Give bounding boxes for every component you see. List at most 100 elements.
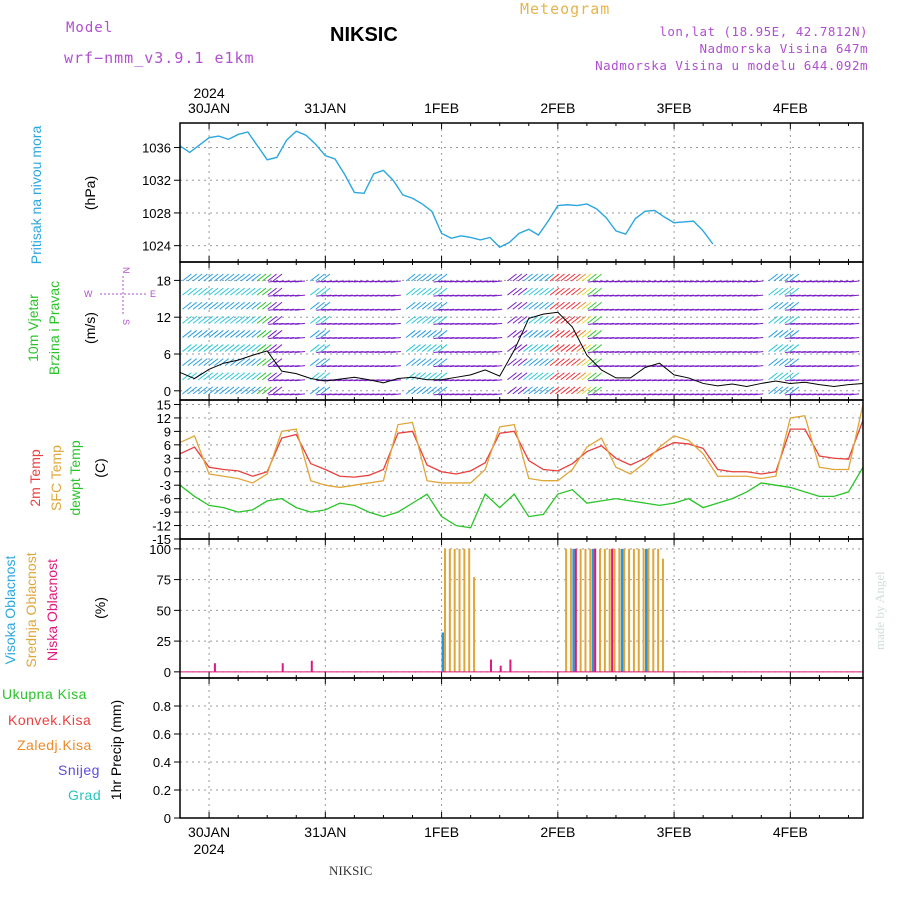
wind-barb — [284, 280, 295, 283]
wind-barb — [437, 315, 448, 324]
wind-barb — [667, 294, 679, 297]
wind-barb — [278, 351, 290, 354]
wind-barb — [416, 386, 427, 395]
wind-barb — [742, 308, 753, 311]
wind-barb — [454, 379, 465, 382]
wind-barb — [737, 365, 748, 368]
wind-barb — [465, 365, 476, 368]
wind-barb — [571, 386, 581, 395]
wind-barb — [273, 336, 284, 339]
wind-barb — [801, 351, 812, 354]
wind-barb — [342, 294, 353, 297]
wind-barb — [790, 365, 801, 368]
wind-barb — [374, 379, 385, 382]
wind-barb — [598, 365, 609, 368]
wind-barb — [272, 344, 283, 352]
wind-barb — [785, 393, 796, 396]
wind-barb — [592, 386, 603, 395]
wind-barb — [587, 358, 597, 367]
wind-barb — [369, 322, 380, 325]
wind-barb — [705, 351, 716, 354]
wind-barb — [801, 336, 812, 339]
wind-barb — [662, 351, 673, 354]
wind-barb — [235, 330, 246, 338]
wind-barb — [673, 393, 684, 396]
wind-barb — [785, 294, 796, 297]
wind-barb — [348, 294, 359, 297]
wind-barb — [309, 301, 320, 310]
wind-barb — [790, 294, 801, 297]
wind-barb — [710, 365, 721, 368]
wind-barb — [646, 322, 657, 325]
wind-barb — [768, 372, 778, 381]
wind-barb — [731, 365, 742, 368]
wind-barb — [192, 315, 203, 324]
wind-barb — [374, 280, 385, 283]
wind-barb — [326, 280, 337, 283]
wind-barb — [358, 393, 369, 396]
wind-barb — [737, 351, 748, 354]
wind-barb — [289, 351, 300, 354]
wind-barb — [657, 280, 668, 283]
wind-barb — [838, 365, 849, 368]
wind-barb — [437, 330, 448, 338]
ytick-label: -3 — [159, 478, 171, 493]
mid-cloud-bar — [628, 548, 631, 672]
wind-barb — [262, 301, 272, 310]
wind-barb — [256, 301, 267, 310]
wind-barb — [619, 336, 631, 339]
wind-barb — [273, 379, 284, 382]
wind-barb — [694, 280, 705, 283]
wind-barb — [476, 280, 487, 283]
wind-barb — [533, 287, 544, 296]
low-cloud-bar — [611, 548, 614, 672]
wind-barb — [326, 336, 337, 339]
low-cloud-bar — [213, 663, 216, 672]
wind-barb — [838, 336, 849, 339]
wind-barb — [614, 351, 625, 354]
wind-barb — [657, 336, 668, 339]
wind-barb — [778, 372, 789, 381]
wind-barb — [342, 379, 353, 382]
wind-barb — [449, 280, 460, 283]
wind-barb — [683, 294, 694, 297]
wind-barb — [673, 308, 684, 311]
wind-barb — [268, 393, 279, 396]
ytick-label: -15 — [152, 532, 171, 547]
wind-barb — [715, 365, 726, 368]
wind-barb — [187, 287, 198, 296]
low-cloud-bar — [490, 659, 493, 672]
wind-barb — [470, 308, 481, 311]
wind-barb — [284, 294, 295, 297]
wind-barb — [256, 287, 267, 296]
wind-barb — [699, 351, 710, 354]
wind-barb — [795, 294, 806, 297]
wind-barb — [460, 322, 471, 325]
wind-barb — [421, 372, 432, 381]
mid-cloud-bar — [458, 548, 461, 672]
day-label-top: 1FEB — [424, 100, 459, 116]
compass-w: W — [84, 289, 93, 299]
wind-barb — [625, 351, 636, 354]
day-label-bottom: 4FEB — [773, 824, 808, 840]
wind-barb — [789, 372, 800, 381]
wind-barb — [523, 386, 533, 395]
wind-barb — [705, 322, 716, 325]
wind-barb — [444, 393, 455, 396]
wind-barb — [657, 365, 668, 368]
t2m-line — [179, 419, 864, 478]
wind-barb — [651, 393, 663, 396]
wind-barb — [358, 308, 369, 311]
wind-barb — [246, 315, 256, 324]
wind-barb — [411, 358, 421, 367]
mid-cloud-bar — [632, 548, 635, 672]
wind-barb — [353, 365, 364, 368]
ytick-label: -12 — [152, 519, 171, 534]
wind-barb — [726, 351, 737, 354]
wind-barb — [705, 365, 716, 368]
wind-barb — [374, 294, 385, 297]
wind-barb — [565, 358, 576, 367]
wind-barb — [801, 393, 812, 396]
wind-barb — [385, 336, 396, 339]
wind-barb — [353, 322, 364, 325]
